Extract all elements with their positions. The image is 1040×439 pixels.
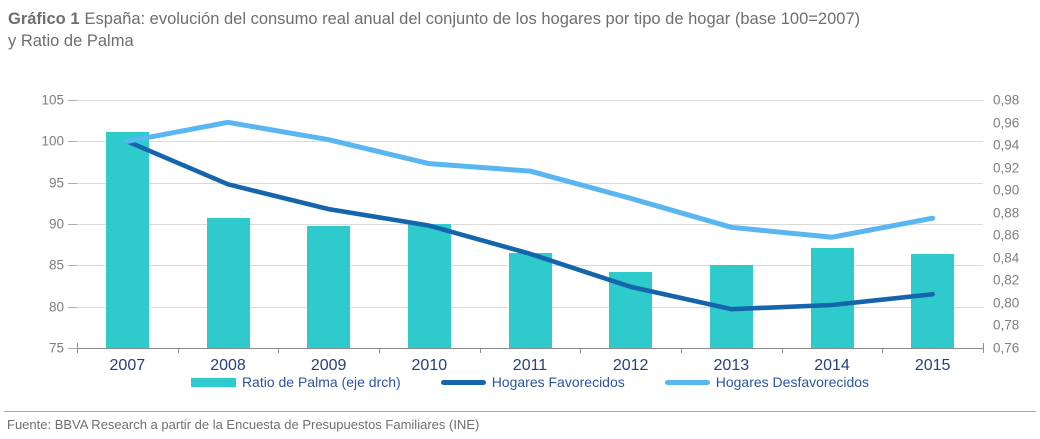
line-hogares-favorecidos <box>125 139 935 312</box>
source-note: Fuente: BBVA Research a partir de la Enc… <box>7 417 480 432</box>
chart-legend: Ratio de Palma (eje drch) Hogares Favorec… <box>77 373 983 391</box>
x-axis-tick <box>781 348 783 353</box>
gridline <box>77 224 983 225</box>
x-axis-tick <box>479 348 481 353</box>
right-axis-label-0-86: 0,86 <box>993 227 1020 243</box>
bar-2014 <box>810 247 854 348</box>
x-label-2011: 2011 <box>512 357 548 374</box>
chart-number: Gráfico 1 <box>8 10 80 28</box>
legend-item-ratio-de-palma-eje-drch-: Ratio de Palma (eje drch) <box>190 374 401 390</box>
x-label-2008: 2008 <box>210 357 246 374</box>
left-axis-label-100: 100 <box>41 133 64 149</box>
left-axis-tick <box>68 348 77 349</box>
left-axis-tick <box>68 224 77 225</box>
right-axis-label-0-82: 0,82 <box>993 272 1020 288</box>
chart-title-text: España: evolución del consumo real anual… <box>84 10 861 28</box>
legend-label: Ratio de Palma (eje drch) <box>241 374 401 390</box>
right-axis-label-0-98: 0,98 <box>993 92 1020 108</box>
legend-item-hogares-desfavorecidos: Hogares Desfavorecidos <box>664 374 870 390</box>
right-axis-label-0-88: 0,88 <box>993 205 1020 221</box>
x-axis-tick <box>882 348 884 353</box>
chart-title: Gráfico 1 España: evolución del consumo r… <box>8 8 968 52</box>
left-axis-label-105: 105 <box>41 92 64 108</box>
x-axis-tick <box>278 348 280 353</box>
x-label-2007: 2007 <box>109 357 146 374</box>
right-axis-label-0-92: 0,92 <box>993 160 1020 176</box>
bar-2007 <box>105 131 149 348</box>
chart-title-line1: Gráfico 1 España: evolución del consumo r… <box>8 8 968 30</box>
legend-swatch-bar-icon <box>190 377 236 387</box>
x-axis-tick <box>983 348 984 353</box>
left-axis-tick <box>68 265 77 267</box>
bar-2008 <box>206 218 250 348</box>
gridline <box>77 100 983 101</box>
left-axis-label-95: 95 <box>48 175 64 191</box>
legend-label: Hogares Desfavorecidos <box>715 374 870 390</box>
x-label-2013: 2013 <box>713 357 750 374</box>
legend-swatch-line-icon <box>664 379 710 385</box>
legend-item-hogares-favorecidos: Hogares Favorecidos <box>440 374 625 390</box>
x-axis-end-stub <box>983 343 984 348</box>
right-axis-label-0-80: 0,80 <box>993 295 1020 311</box>
line-hogares-desfavorecidos <box>124 119 936 240</box>
x-axis-tick <box>580 348 582 353</box>
footer-divider <box>4 411 1036 412</box>
left-axis-tick <box>68 100 77 101</box>
bar-2015 <box>911 254 955 348</box>
left-axis-tick <box>68 306 77 308</box>
x-label-2012: 2012 <box>612 357 649 374</box>
right-axis-label-0-84: 0,84 <box>993 250 1020 266</box>
left-axis-label-85: 85 <box>48 257 64 273</box>
right-axis-label-0-94: 0,94 <box>993 137 1020 153</box>
legend-label: Hogares Favorecidos <box>491 374 625 390</box>
x-axis-tick <box>177 348 179 353</box>
x-label-2010: 2010 <box>411 357 448 374</box>
left-axis-label-75: 75 <box>48 340 64 356</box>
left-axis-tick <box>68 141 77 143</box>
gridline <box>77 141 983 143</box>
bar-2011 <box>508 253 552 348</box>
x-axis-tick <box>379 348 380 353</box>
bar-2010 <box>407 224 451 348</box>
right-axis-label-0-78: 0,78 <box>993 317 1020 333</box>
x-axis-tick <box>681 348 682 353</box>
left-axis-label-90: 90 <box>48 216 64 232</box>
chart-title-line2: y Ratio de Palma <box>8 32 134 50</box>
bar-2009 <box>307 226 351 348</box>
x-axis-end-stub <box>77 343 78 348</box>
x-label-2014: 2014 <box>814 357 850 374</box>
x-axis-line <box>77 348 983 349</box>
x-label-2015: 2015 <box>914 357 951 374</box>
right-axis-label-0-90: 0,90 <box>993 182 1020 198</box>
right-axis-label-0-96: 0,96 <box>993 115 1020 131</box>
x-axis-tick <box>77 348 78 353</box>
gridline <box>77 182 983 184</box>
x-label-2009: 2009 <box>310 357 347 374</box>
left-axis-label-80: 80 <box>48 299 64 315</box>
left-axis-tick <box>68 182 77 184</box>
right-axis-label-0-76: 0,76 <box>993 340 1020 356</box>
legend-swatch-line-icon <box>440 379 486 385</box>
